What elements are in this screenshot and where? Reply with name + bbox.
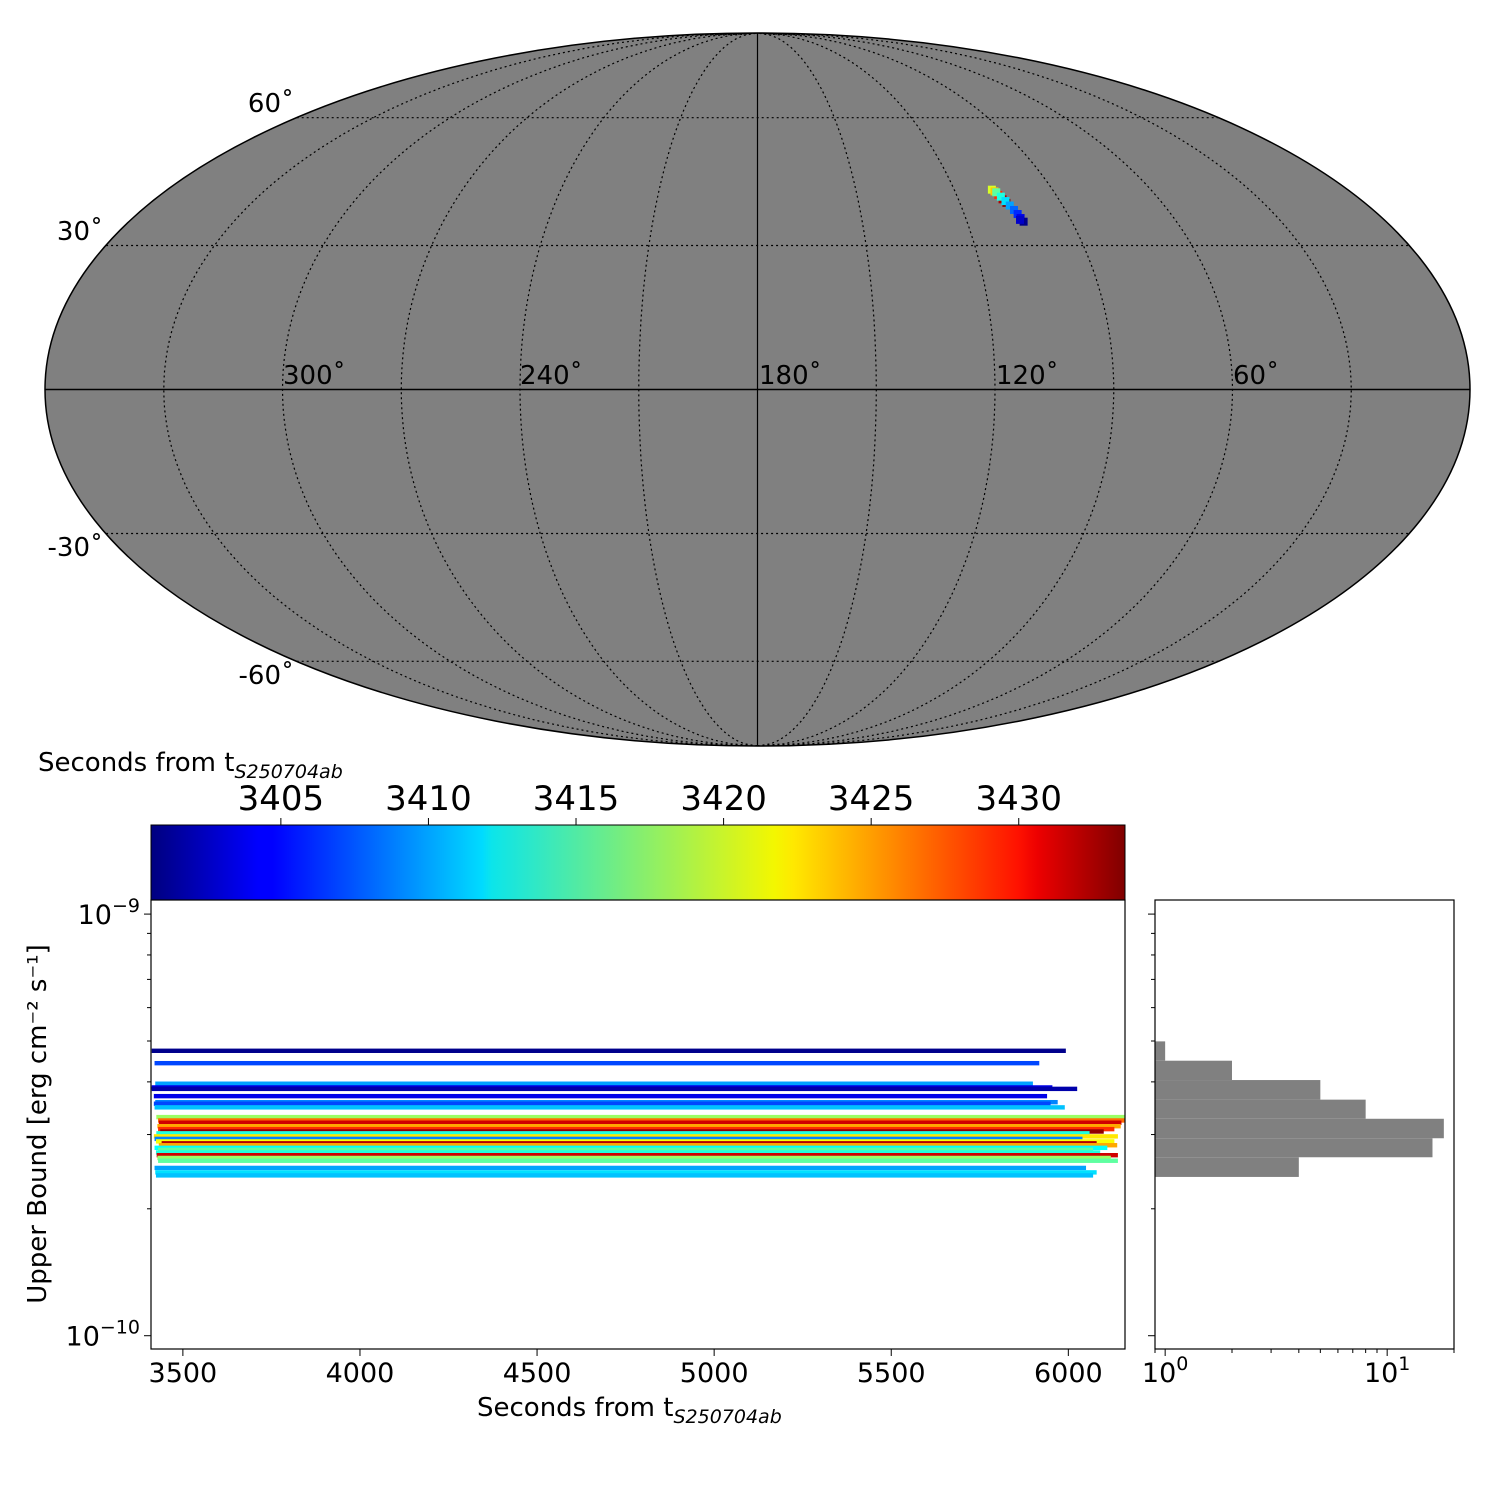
upper-bounds-x-ticks: 3500 4000 4500 5000 5500 6000 — [149, 1349, 1103, 1389]
upper-bound-bar — [154, 1060, 1040, 1066]
latitude-label: -60˚ — [239, 661, 294, 691]
upper-bound-bar — [158, 1143, 1118, 1148]
upper-bound-bar — [151, 1048, 1066, 1053]
y-tick-label: 10−10 — [66, 1317, 140, 1353]
colorbar-tick-label: 3410 — [385, 779, 472, 819]
colorbar-title: Seconds from tS250704ab — [38, 748, 343, 783]
upper-bound-bar — [158, 1147, 1094, 1153]
upper-bound-bar — [154, 1165, 1087, 1171]
colorbar-tick-label: 3425 — [828, 779, 915, 819]
sky-map: 300˚ 240˚ 180˚ 120˚ 60˚ 60˚ 30˚ -30˚ -60… — [44, 32, 1471, 747]
upper-bound-bar — [151, 1086, 1078, 1092]
x-tick-label: 5000 — [680, 1358, 749, 1389]
upper-bound-bar — [156, 1131, 1090, 1136]
longitude-labels: 300˚ 240˚ 180˚ 120˚ 60˚ — [283, 361, 1279, 391]
histogram-x-tick-label: 101 — [1364, 1353, 1410, 1389]
upper-bound-bar — [156, 1153, 1118, 1158]
upper-bound-bars — [151, 1048, 1126, 1178]
x-tick-label: 4000 — [326, 1358, 395, 1389]
coverage-pixel — [1005, 201, 1014, 210]
histogram-bar — [1155, 1138, 1433, 1158]
colorbar-tick-label: 3420 — [680, 779, 767, 819]
x-tick-label: 3500 — [149, 1358, 218, 1389]
upper-bounds-y-ticks: 10−9 10−10 — [66, 895, 151, 1353]
histogram-bar — [1155, 1118, 1444, 1139]
coverage-pixel — [992, 188, 1001, 197]
coverage-pixel — [1001, 197, 1010, 206]
histogram-panel: 100 101 — [1142, 899, 1455, 1389]
upper-bound-bar — [153, 1134, 1118, 1139]
upper-bound-bar — [158, 1126, 1115, 1132]
colorbar: Seconds from tS250704ab 3405 3410 3415 3420… — [38, 748, 1126, 901]
histogram-ticks: 100 101 — [1142, 913, 1455, 1389]
upper-bound-bar — [155, 1081, 1033, 1086]
x-tick-label: 6000 — [1034, 1358, 1103, 1389]
upper-bound-bar — [158, 1120, 1122, 1125]
colorbar-tick-label: 3415 — [533, 779, 620, 819]
histogram-border — [1154, 899, 1455, 1350]
upper-bounds-border — [150, 899, 1126, 1350]
x-tick-label: 4500 — [503, 1358, 572, 1389]
upper-bound-bar — [156, 1114, 1125, 1120]
colorbar-tick-label: 3430 — [975, 779, 1062, 819]
longitude-label: 180˚ — [759, 361, 822, 391]
latitude-label: 60˚ — [248, 89, 294, 119]
coverage-pixel — [996, 192, 1005, 201]
longitude-label: 120˚ — [996, 361, 1059, 391]
latitude-label: -30˚ — [48, 533, 103, 563]
upper-bound-bar — [155, 1170, 1097, 1175]
coverage-patch — [987, 185, 1028, 226]
coverage-pixel — [1016, 215, 1025, 224]
colorbar-gradient — [150, 824, 1126, 901]
longitude-label: 60˚ — [1233, 361, 1279, 391]
colorbar-ticks: 3405 3410 3415 3420 3425 3430 — [238, 779, 1062, 825]
longitude-label: 300˚ — [283, 361, 346, 391]
upper-bound-bar — [155, 1173, 1094, 1178]
upper-bound-bar — [158, 1158, 1118, 1163]
histogram-bar — [1155, 1060, 1232, 1081]
y-tick-label: 10−9 — [78, 895, 140, 931]
histogram-bar — [1155, 1157, 1299, 1177]
upper-bounds-x-label: Seconds from tS250704ab — [477, 1393, 782, 1428]
upper-bound-bar — [155, 1150, 1101, 1155]
histogram-bar — [1155, 1080, 1321, 1100]
colorbar-tick-label: 3405 — [238, 779, 325, 819]
upper-bound-bar — [157, 1155, 1111, 1161]
histogram-bars — [1155, 1041, 1444, 1177]
x-tick-label: 5500 — [857, 1358, 926, 1389]
upper-bound-bar — [153, 1101, 1051, 1106]
upper-bound-bar — [158, 1118, 1126, 1123]
coverage-pixel — [1009, 205, 1018, 214]
upper-bound-bar — [157, 1123, 1121, 1129]
coverage-pixel — [1013, 210, 1022, 219]
histogram-bar — [1155, 1099, 1366, 1119]
upper-bound-bar — [153, 1093, 1048, 1099]
upper-bound-bar — [154, 1136, 1083, 1142]
upper-bound-bar — [154, 1105, 1065, 1110]
histogram-bar — [1155, 1041, 1166, 1061]
longitude-label: 240˚ — [520, 361, 583, 391]
latitude-label: 30˚ — [57, 217, 103, 247]
latitude-labels: 60˚ 30˚ -30˚ -60˚ — [48, 89, 294, 691]
histogram-x-tick-label: 100 — [1142, 1353, 1188, 1389]
upper-bounds-panel: 3500 4000 4500 5000 5500 6000 10−9 10−10 Secon… — [23, 895, 1126, 1428]
upper-bounds-y-label: Upper Bound [erg cm⁻² s⁻¹] — [23, 944, 53, 1303]
